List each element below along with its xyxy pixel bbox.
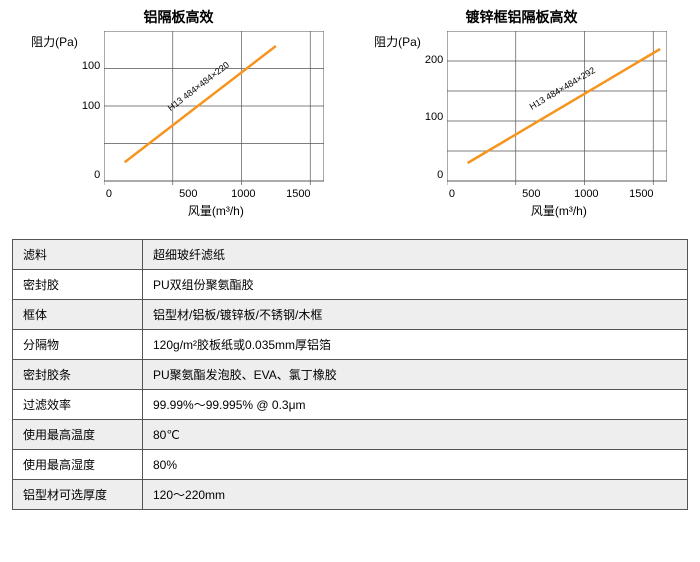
y-axis-label: 阻力(Pa) [374, 33, 421, 50]
spec-label: 密封胶条 [13, 360, 143, 390]
spec-value: PU双组份聚氨酯胶 [143, 270, 688, 300]
table-row: 过滤效率 99.99%～99.995% @ 0.3μm [13, 390, 688, 420]
chart-title: 铝隔板高效 [144, 7, 214, 27]
chart-svg: H13 484×484×292 [447, 31, 667, 186]
table-row: 使用最高湿度 80% [13, 450, 688, 480]
table-row: 滤料 超细玻纤滤纸 [13, 240, 688, 270]
table-row: 铝型材可选厚度 120～220mm [13, 480, 688, 510]
table-row: 使用最高温度 80℃ [13, 420, 688, 450]
y-tick: 0 [437, 169, 443, 181]
x-tick: 0 [106, 188, 161, 200]
chart-title: 镀锌框铝隔板高效 [466, 7, 578, 27]
spec-label: 过滤效率 [13, 390, 143, 420]
spec-value: 80% [143, 450, 688, 480]
chart-0: 铝隔板高效 阻力(Pa) 1001000 H13 484×484×220 050… [22, 7, 335, 219]
x-tick: 500 [504, 188, 559, 200]
spec-table: 滤料 超细玻纤滤纸 密封胶 PU双组份聚氨酯胶 框体 铝型材/铝板/镀锌板/不锈… [12, 239, 688, 510]
spec-label: 密封胶 [13, 270, 143, 300]
spec-value: PU聚氨酯发泡胶、EVA、氯丁橡胶 [143, 360, 688, 390]
y-axis-label: 阻力(Pa) [31, 33, 78, 50]
y-ticks: 200 100 0 [425, 31, 447, 181]
chart-1: 镀锌框铝隔板高效 阻力(Pa) 2001000 H13 484×484×292 … [365, 7, 678, 219]
spec-value: 铝型材/铝板/镀锌板/不锈钢/木框 [143, 300, 688, 330]
table-row: 密封胶条 PU聚氨酯发泡胶、EVA、氯丁橡胶 [13, 360, 688, 390]
x-axis-label: 风量(m³/h) [106, 202, 326, 219]
table-row: 框体 铝型材/铝板/镀锌板/不锈钢/木框 [13, 300, 688, 330]
x-axis-label: 风量(m³/h) [449, 202, 669, 219]
chart-svg: H13 484×484×220 [104, 31, 324, 186]
x-tick: 1500 [614, 188, 669, 200]
spec-label: 使用最高湿度 [13, 450, 143, 480]
x-tick: 1000 [559, 188, 614, 200]
spec-value: 99.99%～99.995% @ 0.3μm [143, 390, 688, 420]
y-tick: 0 [94, 169, 100, 181]
spec-label: 框体 [13, 300, 143, 330]
spec-value: 120～220mm [143, 480, 688, 510]
x-tick: 1000 [216, 188, 271, 200]
spec-value: 超细玻纤滤纸 [143, 240, 688, 270]
charts-container: 铝隔板高效 阻力(Pa) 1001000 H13 484×484×220 050… [2, 2, 698, 229]
spec-label: 滤料 [13, 240, 143, 270]
x-ticks: 050010001500 [449, 188, 669, 200]
x-ticks: 050010001500 [106, 188, 326, 200]
spec-label: 使用最高温度 [13, 420, 143, 450]
spec-label: 分隔物 [13, 330, 143, 360]
spec-label: 铝型材可选厚度 [13, 480, 143, 510]
x-tick: 500 [161, 188, 216, 200]
table-row: 分隔物 120g/m²胶板纸或0.035mm厚铝箔 [13, 330, 688, 360]
x-tick: 0 [449, 188, 504, 200]
x-tick: 1500 [271, 188, 326, 200]
spec-value: 120g/m²胶板纸或0.035mm厚铝箔 [143, 330, 688, 360]
y-tick: 200 [425, 54, 443, 66]
table-row: 密封胶 PU双组份聚氨酯胶 [13, 270, 688, 300]
y-tick: 100 [82, 60, 100, 72]
spec-value: 80℃ [143, 420, 688, 450]
y-tick: 100 [82, 100, 100, 112]
y-ticks: 100 100 0 [82, 31, 104, 181]
y-tick: 100 [425, 111, 443, 123]
